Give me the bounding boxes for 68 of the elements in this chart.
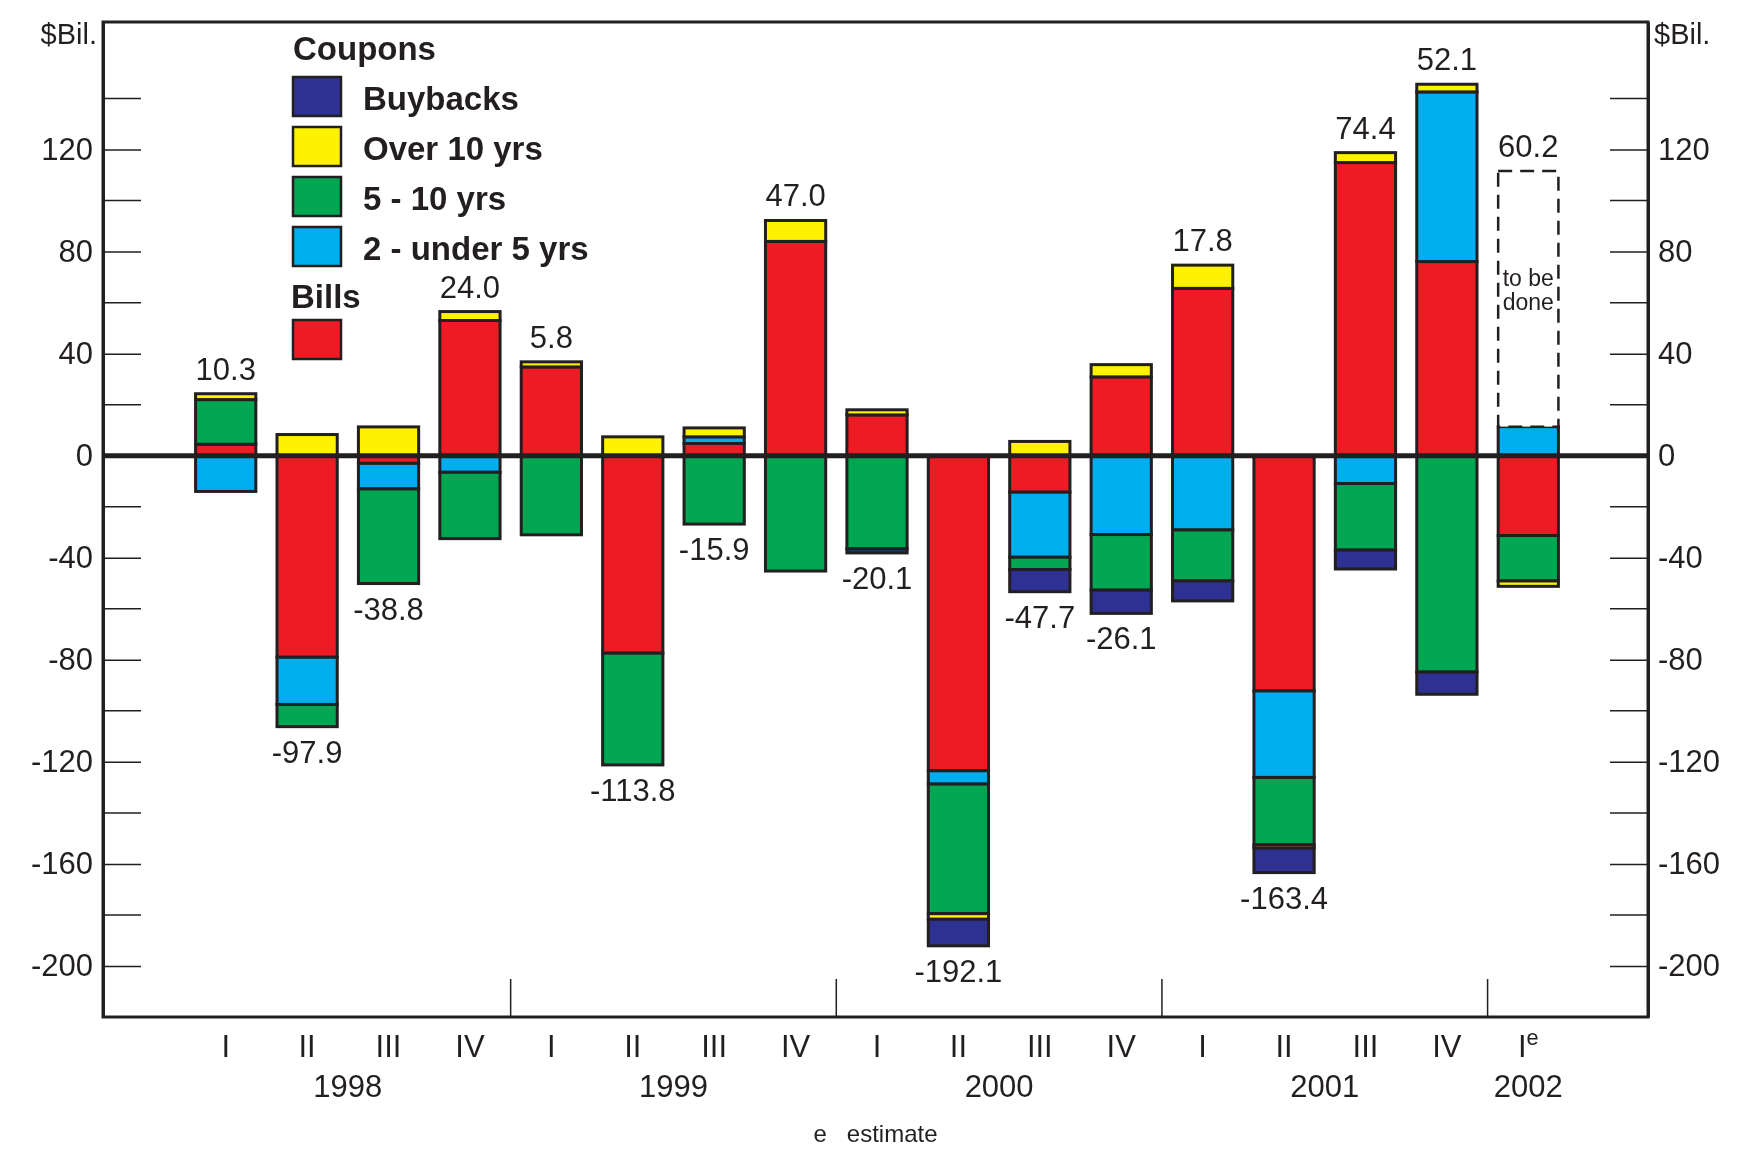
- text: 1999: [638, 1069, 708, 1104]
- x-tick-label: III: [1352, 1029, 1379, 1064]
- y2-tick-label: -200: [1658, 948, 1721, 984]
- total-label: -47.7: [1004, 599, 1076, 635]
- text: 2002: [1493, 1069, 1563, 1104]
- total-label: -15.9: [678, 532, 750, 568]
- x-tick-label: III: [1026, 1029, 1053, 1064]
- y-tick-label: -120: [30, 744, 93, 780]
- y-tick-label: -200: [30, 948, 93, 984]
- text: 2001: [1290, 1069, 1360, 1104]
- legend-label: 2 - under 5 yrs: [363, 230, 589, 267]
- text: Bills: [291, 278, 361, 315]
- y2-axis-title: $Bil.: [1654, 18, 1711, 50]
- y-axis-title: $Bil.: [40, 18, 97, 50]
- x-tick-label: I: [1198, 1029, 1207, 1064]
- x-tick-label: I: [221, 1029, 231, 1064]
- text: 2000: [964, 1069, 1034, 1104]
- y-tick-label: 120: [41, 131, 93, 167]
- x-tick-label: III: [701, 1029, 728, 1064]
- x-tick-label: IV: [780, 1029, 811, 1064]
- legend-label: Buybacks: [363, 80, 519, 117]
- total-label: -26.1: [1085, 621, 1157, 657]
- total-label: 5.8: [529, 319, 573, 355]
- y-tick-label: -40: [48, 540, 93, 576]
- text: e estimate: [813, 1120, 938, 1147]
- y-tick-label: -160: [30, 846, 93, 882]
- total-label: 52.1: [1416, 42, 1478, 78]
- x-tick-label: I$^{e}$: [1517, 1024, 1539, 1064]
- y2-tick-label: 40: [1658, 336, 1693, 372]
- total-label: 10.3: [195, 351, 256, 387]
- y2-tick-label: 0: [1658, 438, 1676, 474]
- total-label: 17.8: [1172, 223, 1233, 259]
- y2-tick-label: -80: [1658, 642, 1703, 678]
- total-label: 47.0: [765, 178, 826, 214]
- x-tick-label: II: [949, 1029, 968, 1064]
- total-label: 60.2: [1498, 128, 1559, 164]
- total-label: -20.1: [841, 560, 913, 596]
- y2-tick-label: 80: [1658, 234, 1693, 270]
- x-tick-label: II: [624, 1029, 642, 1064]
- y2-tick-label: -160: [1658, 846, 1721, 882]
- total-label: -97.9: [271, 734, 343, 770]
- x-tick-label: I: [872, 1029, 882, 1064]
- total-label: 24.0: [439, 269, 501, 305]
- y-tick-label: 0: [75, 438, 93, 474]
- y-tick-label: 40: [58, 336, 93, 372]
- text: 1998: [313, 1069, 383, 1104]
- legend-label: Over 10 yrs: [363, 130, 543, 167]
- y2-tick-label: -40: [1658, 540, 1703, 576]
- legend-title: Coupons: [293, 30, 436, 67]
- total-label: -38.8: [353, 591, 424, 627]
- y2-tick-label: -120: [1658, 744, 1721, 780]
- total-label: -163.4: [1240, 880, 1329, 916]
- x-tick-label: IV: [1106, 1029, 1137, 1064]
- x-tick-label: III: [375, 1029, 402, 1064]
- bar: [1252, 846, 1316, 875]
- total-label: -113.8: [589, 772, 676, 808]
- x-tick-label: IV: [455, 1029, 485, 1064]
- legend-label: 5 - 10 yrs: [363, 180, 507, 217]
- x-tick-label: IV: [1432, 1029, 1462, 1064]
- x-tick-label: I: [547, 1029, 556, 1064]
- y2-tick-label: 120: [1658, 131, 1710, 167]
- series-label: to be done: [1502, 265, 1554, 316]
- x-tick-label: II: [298, 1029, 316, 1064]
- y-tick-label: 80: [58, 234, 93, 270]
- total-label: -192.1: [914, 953, 1003, 989]
- total-label: 74.4: [1335, 110, 1396, 146]
- x-tick-label: II: [1275, 1029, 1293, 1064]
- y-tick-label: -80: [48, 642, 93, 678]
